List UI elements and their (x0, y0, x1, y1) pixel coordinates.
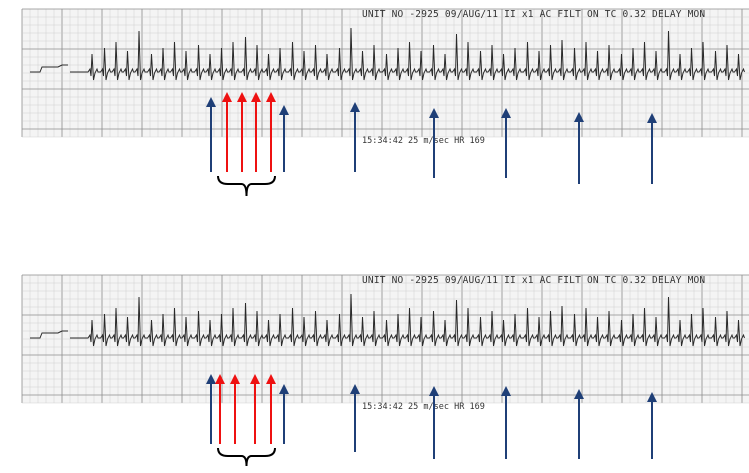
calibration-pulse-bottom (30, 330, 68, 339)
red-up-arrow-icon (266, 92, 276, 172)
blue-up-arrow-icon (647, 392, 657, 459)
ecg-grid-bottom (21, 274, 749, 404)
red-up-arrow-icon (266, 374, 276, 444)
red-up-arrow-icon (237, 92, 247, 172)
ecg-paper-top (21, 8, 749, 138)
blue-up-arrow-icon (279, 384, 289, 444)
red-up-arrow-icon (222, 92, 232, 172)
blue-up-arrow-icon (279, 105, 289, 172)
ecg-paper-bottom (21, 274, 749, 404)
blue-up-arrow-icon (647, 113, 657, 184)
arrow-annotations-top (206, 92, 657, 197)
ecg-strip-top: UNIT NO -2925 09/AUG/11 II x1 AC FILT ON… (0, 0, 749, 236)
red-up-arrow-icon (215, 374, 225, 444)
curly-brace-icon (217, 175, 276, 197)
ecg-strip-bottom: UNIT NO -2925 09/AUG/11 II x1 AC FILT ON… (0, 266, 749, 473)
calibration-pulse-top (30, 64, 68, 73)
arrow-annotations-bottom (206, 374, 657, 467)
blue-up-arrow-icon (350, 384, 360, 452)
blue-up-arrow-icon (206, 374, 216, 444)
red-up-arrow-icon (250, 374, 260, 444)
strip-header: UNIT NO -2925 09/AUG/11 II x1 AC FILT ON… (362, 275, 706, 286)
blue-up-arrow-icon (501, 386, 511, 459)
red-up-arrow-icon (230, 374, 240, 444)
curly-brace-icon (217, 447, 276, 467)
blue-up-arrow-icon (429, 386, 439, 459)
strip-footer: 15:34:42 25 m/sec HR 169 (362, 136, 485, 146)
blue-up-arrow-icon (206, 97, 216, 172)
strip-footer: 15:34:42 25 m/sec HR 169 (362, 402, 485, 412)
ecg-trace-bottom (70, 293, 745, 347)
blue-up-arrow-icon (501, 108, 511, 178)
red-up-arrow-icon (251, 92, 261, 172)
blue-up-arrow-icon (574, 389, 584, 459)
ecg-trace-top (70, 27, 745, 81)
strip-header: UNIT NO -2925 09/AUG/11 II x1 AC FILT ON… (362, 9, 706, 20)
blue-up-arrow-icon (574, 112, 584, 184)
blue-up-arrow-icon (429, 108, 439, 178)
ecg-grid-top (21, 8, 749, 138)
blue-up-arrow-icon (350, 102, 360, 172)
